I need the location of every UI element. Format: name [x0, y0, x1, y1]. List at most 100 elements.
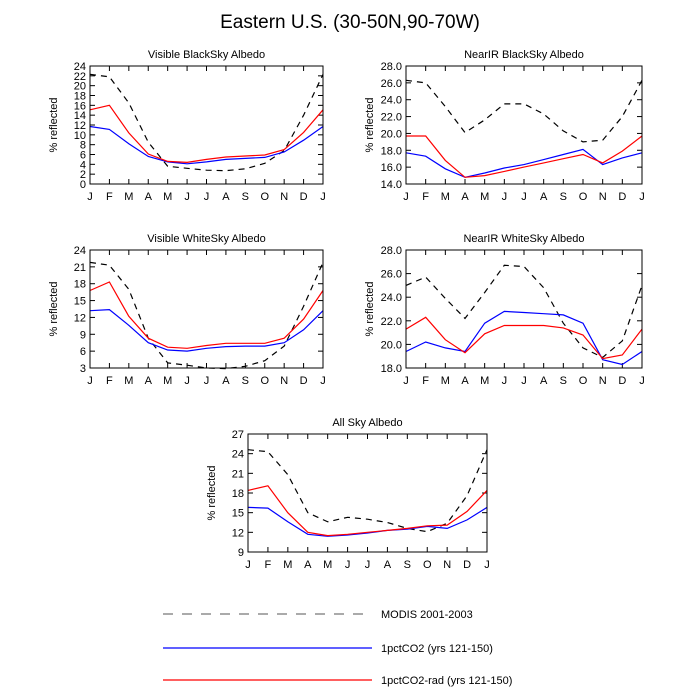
y-tick-label: 20.0 — [381, 128, 402, 140]
x-tick-label: J — [639, 191, 645, 203]
y-tick-label: 3 — [80, 363, 86, 375]
legend-label-modis: MODIS 2001-2003 — [381, 609, 473, 621]
x-tick-label: J — [184, 375, 190, 387]
x-tick-label: S — [404, 559, 411, 571]
x-tick-label: J — [365, 559, 371, 571]
x-tick-label: M — [124, 191, 133, 203]
x-tick-label: M — [163, 191, 172, 203]
series-line-modis — [405, 79, 643, 143]
y-tick-label: 18.0 — [381, 145, 402, 157]
x-tick-label: J — [521, 191, 527, 203]
y-tick-label: 6 — [80, 346, 86, 358]
plot-frame — [247, 433, 488, 553]
x-tick-label: N — [599, 191, 607, 203]
y-tick-label: 24.0 — [381, 95, 402, 107]
x-tick-label: J — [320, 191, 326, 203]
y-tick-label: 0 — [80, 179, 86, 191]
x-tick-label: O — [579, 191, 588, 203]
panel-title: All Sky Albedo — [332, 417, 402, 429]
series-line-modis — [405, 264, 643, 359]
legend-label-rad: 1pctCO2-rad (yrs 121-150) — [381, 675, 512, 687]
series-line-ctrl — [89, 125, 324, 165]
x-tick-label: F — [106, 191, 113, 203]
x-tick-label: J — [87, 375, 93, 387]
x-tick-label: J — [403, 375, 409, 387]
y-tick-label: 28.0 — [381, 245, 402, 257]
x-tick-label: J — [502, 375, 508, 387]
panel-2: NearIR BlackSky Albedo % reflected 14.0 16.… — [364, 49, 645, 203]
x-tick-label: A — [222, 375, 230, 387]
x-tick-label: O — [423, 559, 432, 571]
y-tick-label: 18 — [74, 279, 86, 291]
y-tick-label: 21 — [74, 262, 86, 274]
x-tick-label: S — [242, 191, 249, 203]
x-tick-label: D — [618, 191, 626, 203]
y-tick-label: 12 — [74, 312, 86, 324]
series-line-modis — [89, 73, 324, 172]
panel-5: All Sky Albedo % reflected 9 12 15 18 21 24 27 J F… — [206, 417, 490, 571]
y-tick-label: 24 — [74, 245, 86, 257]
y-tick-label: 2 — [80, 169, 86, 181]
x-tick-label: F — [422, 191, 429, 203]
y-tick-label: 22.0 — [381, 112, 402, 124]
y-tick-label: 16.0 — [381, 162, 402, 174]
x-tick-label: A — [461, 375, 469, 387]
x-tick-label: F — [106, 375, 113, 387]
panel-4: NearIR WhiteSky Albedo % reflected 18.0 20.… — [364, 233, 645, 387]
x-tick-label: O — [260, 375, 269, 387]
x-tick-label: A — [145, 375, 153, 387]
series-line-rad — [247, 485, 488, 537]
x-tick-label: A — [384, 559, 392, 571]
y-tick-label: 14.0 — [381, 179, 402, 191]
y-tick-label: 10 — [74, 130, 86, 142]
x-tick-label: M — [163, 375, 172, 387]
x-tick-label: S — [560, 191, 567, 203]
y-tick-label: 9 — [238, 547, 244, 559]
x-tick-label: A — [304, 559, 312, 571]
y-tick-label: 21 — [232, 468, 244, 480]
y-tick-label: 26.0 — [381, 78, 402, 90]
y-tick-label: 20.0 — [381, 339, 402, 351]
x-tick-label: A — [540, 375, 548, 387]
panel-1: Visible BlackSky Albedo% reflected024681… — [48, 49, 326, 203]
x-tick-label: F — [265, 559, 272, 571]
x-tick-label: M — [480, 375, 489, 387]
plot-frame — [405, 65, 643, 185]
x-tick-label: A — [222, 191, 230, 203]
x-tick-label: F — [422, 375, 429, 387]
y-tick-label: 27 — [232, 429, 244, 441]
x-tick-label: J — [184, 191, 190, 203]
y-tick-label: 22 — [74, 71, 86, 83]
y-tick-label: 20 — [74, 81, 86, 93]
y-tick-label: 28.0 — [381, 61, 402, 73]
series-line-modis — [247, 449, 488, 533]
series-line-ctrl — [405, 148, 643, 178]
x-tick-label: N — [599, 375, 607, 387]
panel-3: Visible WhiteSky Albedo % reflected 3 6 9 12 1… — [48, 233, 326, 387]
y-axis-label: % reflected — [48, 281, 60, 336]
x-tick-label: J — [245, 559, 251, 571]
x-tick-label: D — [300, 375, 308, 387]
x-tick-label: O — [260, 191, 269, 203]
y-axis-label: % reflected — [206, 465, 218, 520]
x-tick-label: D — [618, 375, 626, 387]
series-line-ctrl — [89, 308, 324, 352]
x-tick-label: D — [463, 559, 471, 571]
x-tick-label: J — [639, 375, 645, 387]
x-tick-label: J — [87, 191, 93, 203]
x-tick-label: J — [502, 191, 508, 203]
series-line-rad — [405, 316, 643, 360]
x-tick-label: J — [403, 191, 409, 203]
x-tick-label: J — [345, 559, 351, 571]
x-tick-label: M — [283, 559, 292, 571]
x-tick-label: J — [204, 191, 210, 203]
series-line-ctrl — [405, 310, 643, 366]
x-tick-label: S — [560, 375, 567, 387]
y-tick-label: 15 — [74, 296, 86, 308]
y-axis-label: % reflected — [364, 97, 376, 152]
y-tick-label: 9 — [80, 329, 86, 341]
x-tick-label: D — [300, 191, 308, 203]
x-tick-label: O — [579, 375, 588, 387]
panel-title: NearIR BlackSky Albedo — [464, 49, 584, 61]
